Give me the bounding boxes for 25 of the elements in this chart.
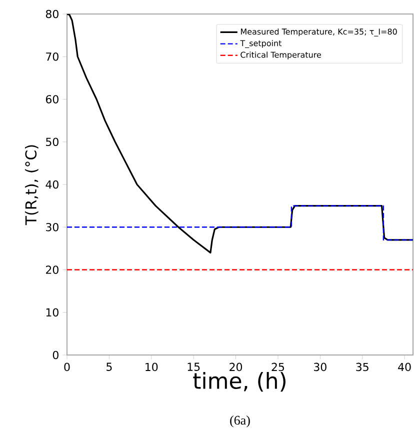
y-tick-label: 0 <box>52 350 58 360</box>
y-axis-title: T(R,t), (°C) <box>24 145 38 226</box>
legend-label: Measured Temperature, Kc=35; τ_I=80 <box>240 28 397 36</box>
x-tick-label: 40 <box>398 362 411 372</box>
x-axis-title: time, (h) <box>193 372 286 392</box>
y-tick-label: 50 <box>46 138 58 146</box>
y-tick-label: 70 <box>46 52 58 61</box>
x-tick-label: 10 <box>146 362 158 372</box>
x-tick-label: 35 <box>356 362 368 372</box>
legend-label: T_setpoint <box>240 40 282 48</box>
x-tick-label: 20 <box>230 362 242 372</box>
y-tick-label: 10 <box>46 308 58 317</box>
x-tick-label: 5 <box>106 362 112 371</box>
text: (6a) <box>230 416 250 428</box>
x-tick-label: 15 <box>188 362 200 371</box>
x-tick-label: 25 <box>272 362 284 372</box>
line-series <box>67 14 413 254</box>
x-tick-label: 0 <box>64 362 70 372</box>
legend-label: Critical Temperature <box>240 52 321 60</box>
y-tick-label: 20 <box>46 266 58 274</box>
y-tick-label: 60 <box>46 95 58 104</box>
y-tick-label: 30 <box>46 222 58 232</box>
x-tick-label: 30 <box>314 362 326 372</box>
y-tick-label: 40 <box>46 180 58 189</box>
y-tick-label: 80 <box>46 10 58 18</box>
